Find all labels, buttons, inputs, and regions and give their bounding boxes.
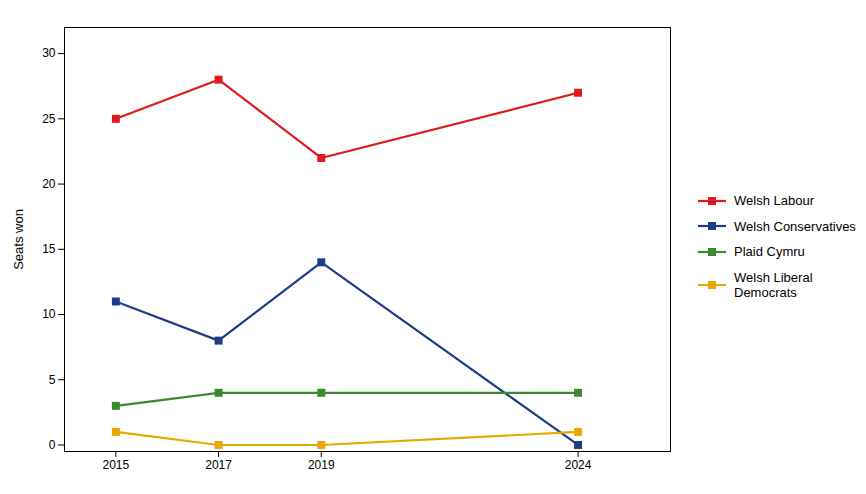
- html-text:Welsh Liberal Democrats: Welsh Liberal Democrats: [734, 269, 813, 301]
- html-text:Welsh Labour: Welsh Labour: [734, 193, 814, 208]
- svg-text:20: 20: [42, 177, 56, 191]
- svg-text:0: 0: [49, 438, 56, 452]
- svg-text:2017: 2017: [205, 458, 232, 472]
- svg-text:25: 25: [42, 112, 56, 126]
- svg-text:10: 10: [42, 307, 56, 321]
- svg-text:15: 15: [42, 242, 56, 256]
- svg-text:Seats won: Seats won: [11, 209, 26, 270]
- svg-text:2019: 2019: [308, 458, 335, 472]
- svg-text:30: 30: [42, 46, 56, 60]
- svg-text:2024: 2024: [565, 458, 592, 472]
- svg-text:5: 5: [49, 373, 56, 387]
- html-text:Welsh Conservatives: Welsh Conservatives: [734, 218, 856, 234]
- html-text:Plaid Cymru: Plaid Cymru: [734, 244, 805, 260]
- svg-text:2015: 2015: [103, 458, 130, 472]
